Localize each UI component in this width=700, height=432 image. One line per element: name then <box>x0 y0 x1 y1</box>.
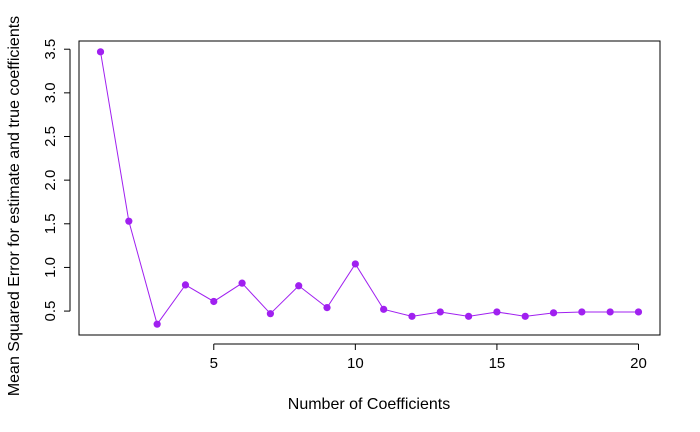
data-point <box>323 303 331 312</box>
data-point <box>464 312 473 320</box>
data-point <box>210 297 218 306</box>
y-tick-label: 3.5 <box>42 39 59 60</box>
data-points <box>96 48 643 328</box>
data-point <box>125 217 133 225</box>
x-axis-label: Number of Coefficients <box>288 396 450 413</box>
x-tick-label: 5 <box>210 355 218 372</box>
x-axis: 5 10 15 20 <box>210 343 647 372</box>
data-point <box>351 260 359 268</box>
x-tick-label: 10 <box>347 355 364 372</box>
y-tick-label: 0.5 <box>42 301 59 322</box>
y-axis-label: Mean Squared Error for estimate and true… <box>6 16 23 396</box>
y-tick-label: 2.0 <box>42 170 59 191</box>
y-tick-label: 1.0 <box>42 257 59 278</box>
data-point <box>238 279 246 287</box>
data-point <box>606 308 614 316</box>
data-point <box>266 310 275 318</box>
data-point <box>493 308 501 316</box>
plot-frame <box>78 40 661 336</box>
data-point <box>153 320 161 328</box>
y-tick-label: 2.5 <box>42 126 59 147</box>
data-point <box>380 305 388 313</box>
data-point <box>436 308 444 316</box>
data-point <box>96 48 105 56</box>
x-tick-label: 20 <box>630 355 647 372</box>
y-tick-label: 1.5 <box>42 213 59 234</box>
data-point <box>634 308 643 316</box>
data-point <box>181 281 190 289</box>
data-point <box>549 309 558 317</box>
x-tick-label: 15 <box>489 355 506 372</box>
data-point <box>578 308 586 316</box>
data-point <box>521 312 529 320</box>
data-point <box>408 312 416 320</box>
y-tick-label: 3.0 <box>42 82 59 103</box>
y-axis: 0.5 1.0 1.5 2.0 2.5 3.0 3.5 <box>42 39 71 322</box>
data-point <box>295 282 303 290</box>
series-line <box>100 51 639 326</box>
